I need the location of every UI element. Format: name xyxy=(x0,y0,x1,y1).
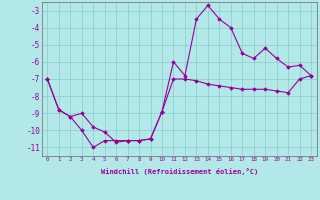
X-axis label: Windchill (Refroidissement éolien,°C): Windchill (Refroidissement éolien,°C) xyxy=(100,168,258,175)
